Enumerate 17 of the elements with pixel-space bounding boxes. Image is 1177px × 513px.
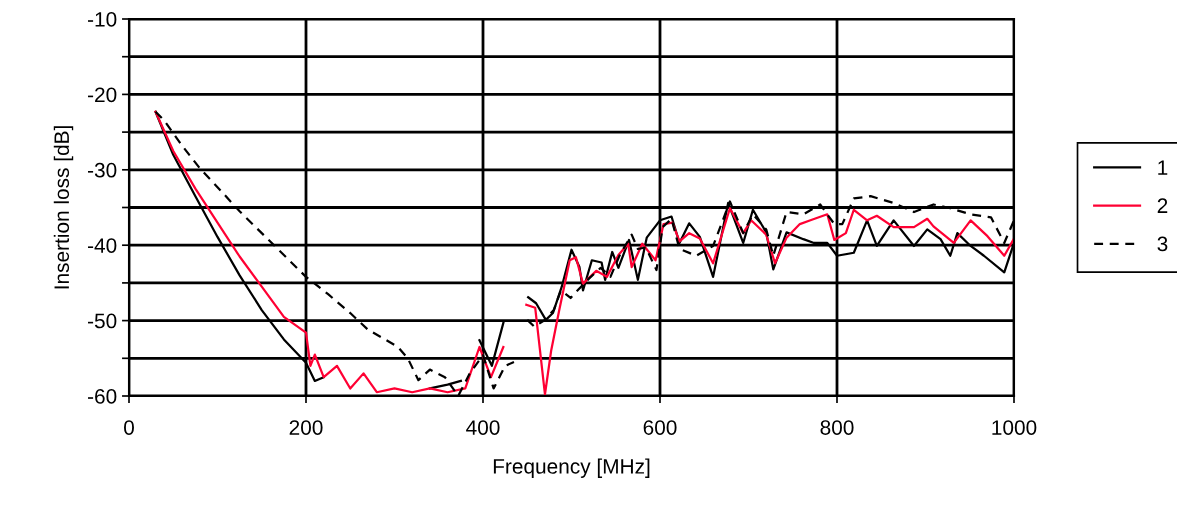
y-axis-title: Insertion loss [dB] [53,126,74,289]
x-axis-title: Frequency [MHz] [493,458,650,478]
x-tick-label: 600 [643,420,677,435]
legend-label: 2 [1157,198,1168,213]
legend-label: 3 [1157,236,1168,252]
y-tick-label: -20 [88,87,117,103]
y-tick-label: -60 [88,389,117,404]
y-tick-label: -50 [88,313,117,329]
x-tick-label: 0 [124,420,134,435]
x-tick-label: 800 [820,420,854,435]
x-tick-label: 400 [466,420,500,435]
y-tick-label: -40 [88,238,117,253]
y-tick-label: -10 [88,12,117,27]
x-tick-label: 200 [289,420,323,435]
legend-label: 1 [1158,160,1168,175]
y-tick-label: -30 [88,162,117,178]
x-tick-label: 1000 [992,420,1037,435]
